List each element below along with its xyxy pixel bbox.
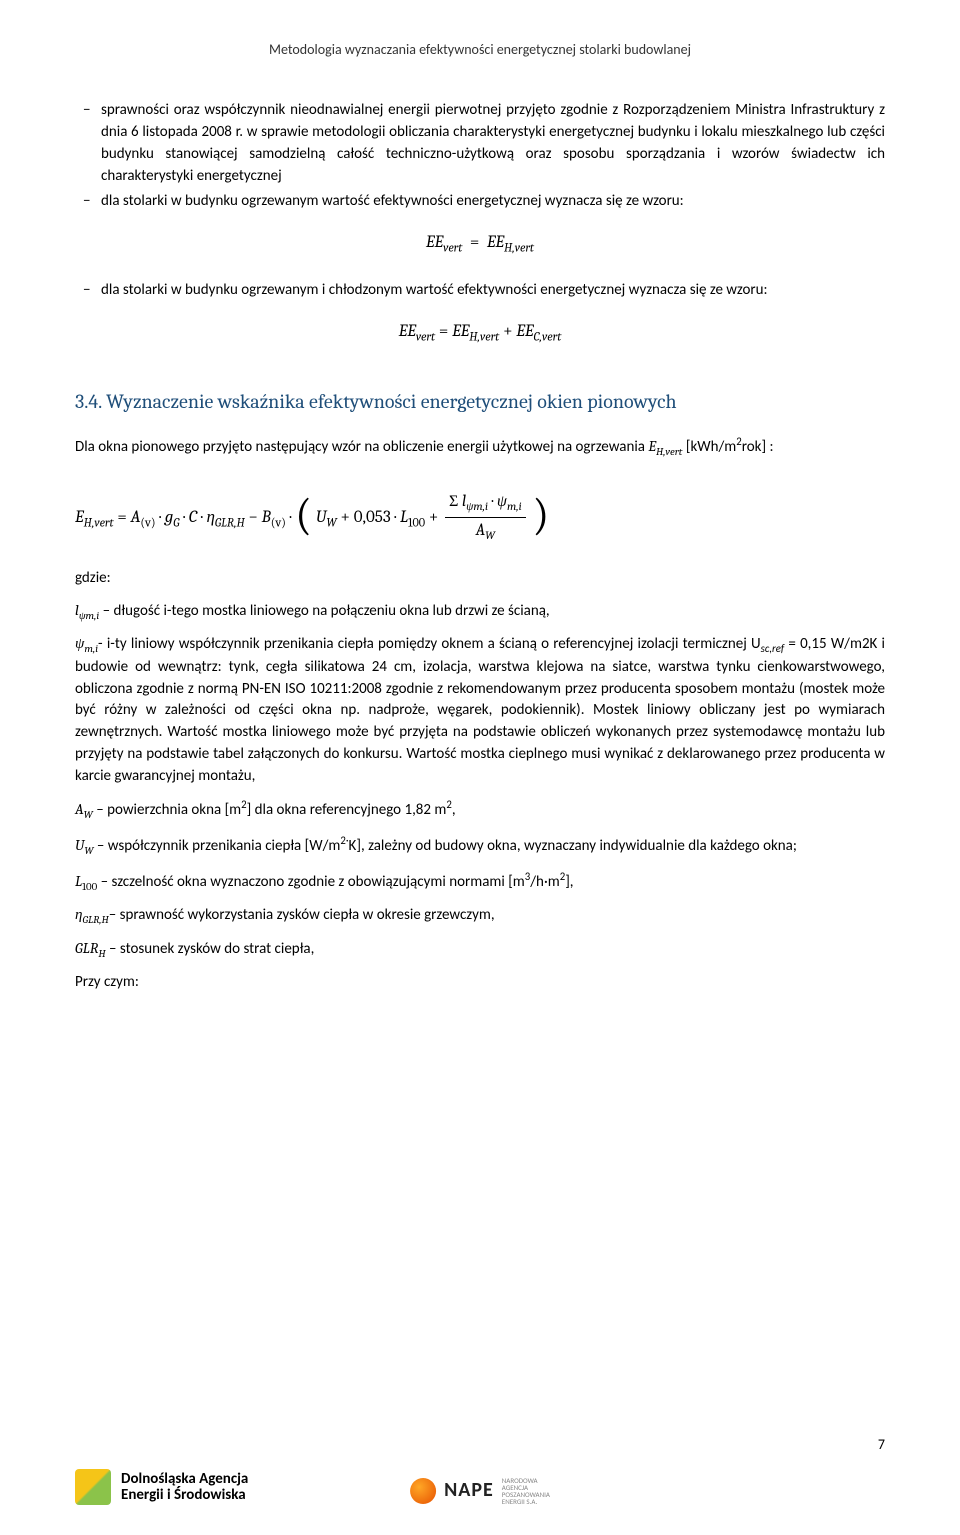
main-formula-ehvert: EH,vert = A(v) · gG · C · ηGLR,H − B(v) … xyxy=(75,486,885,550)
daes-line1: Dolnośląska Agencja xyxy=(121,1471,248,1488)
equals-sign: = xyxy=(439,322,452,341)
formula-eevhc: EEvert = EEH,vert + EEC,vert xyxy=(75,320,885,347)
bullet-text: dla stolarki w budynku ogrzewanym wartoś… xyxy=(101,191,885,213)
sym-Av: A(v) xyxy=(131,508,156,527)
sym-E: EH,vert xyxy=(75,508,114,527)
para-text: rok] : xyxy=(742,438,774,456)
nape-circle-icon xyxy=(410,1478,436,1504)
nape-text-block: NAPE xyxy=(444,1476,494,1505)
formula-term: EEH,vert xyxy=(452,322,499,341)
subscript: sc,ref xyxy=(761,642,785,655)
plus-op: + xyxy=(429,508,442,527)
para-text: Dla okna pionowego przyjęto następujący … xyxy=(75,438,648,456)
sym-eta: ηGLR,H xyxy=(206,508,244,527)
left-paren-icon: ( xyxy=(295,484,312,548)
def-text: – sprawność wykorzystania zysków ciepła … xyxy=(109,906,495,924)
przy-czym-label: Przy czym: xyxy=(75,972,885,994)
logo-nape: NAPE NARODOWA AGENCJA POSZANOWANIA ENERG… xyxy=(410,1476,550,1505)
def-text: = 0,15 W/m2K i budowie od wewnątrz: tynk… xyxy=(75,635,885,784)
def-text: - i-ty liniowy współczynnik przenikania … xyxy=(98,635,761,653)
formula-rhs: EEH,vert xyxy=(487,233,534,252)
bullet-dash-icon: − xyxy=(75,280,101,302)
def-text: ], xyxy=(565,873,573,891)
definition-uw: UW – współczynnik przenikania ciepła [W/… xyxy=(75,833,885,859)
formula-lhs: EEvert xyxy=(399,322,436,341)
sym-Uw: UW xyxy=(316,508,337,527)
fraction-numerator: Σ lψm,i · ψm,i xyxy=(445,490,526,518)
definition-aw: AW – powierzchnia okna [m2] dla okna ref… xyxy=(75,797,885,823)
bullet-item: − sprawności oraz współczynnik nieodnawi… xyxy=(75,100,885,187)
symbol-Uw: UW xyxy=(75,836,94,854)
plus-const: + 0,053 · xyxy=(341,508,400,527)
symbol-eta: ηGLR,H xyxy=(75,905,109,923)
para-text: [kWh/m xyxy=(682,438,736,456)
definition-eta: ηGLR,H– sprawność wykorzystania zysków c… xyxy=(75,904,885,928)
symbol-e-hvert: EH,vert xyxy=(648,437,682,455)
def-text: ] dla okna referencyjnego 1,82 m xyxy=(247,801,447,819)
daes-logo-text: Dolnośląska Agencja Energii i Środowiska xyxy=(121,1471,248,1504)
symbol-psi: ψm,i xyxy=(75,634,98,652)
bullet-dash-icon: − xyxy=(75,100,101,187)
definition-l-psi: lψm,i – długość i-tego mostka liniowego … xyxy=(75,600,885,624)
sym-Bv: B(v) xyxy=(262,508,286,527)
plus-sign: + xyxy=(503,322,516,341)
bullet-list: − dla stolarki w budynku ogrzewanym i ch… xyxy=(75,280,885,302)
daes-line2: Energii i Środowiska xyxy=(121,1487,248,1504)
superscript: 2· xyxy=(340,834,348,847)
def-text: K], zależny od budowy okna, wyznaczany i… xyxy=(349,837,797,855)
page-header-title: Metodologia wyznaczania efektywności ene… xyxy=(75,40,885,60)
logo-daes: Dolnośląska Agencja Energii i Środowiska xyxy=(75,1469,248,1505)
bullet-text: dla stolarki w budynku ogrzewanym i chło… xyxy=(101,280,885,302)
formula-lhs: EEvert xyxy=(426,233,463,252)
def-text: – długość i-tego mostka liniowego na poł… xyxy=(99,602,549,620)
sym-gG: gG xyxy=(165,508,180,527)
right-paren-icon: ) xyxy=(532,484,549,548)
formula-term: EEC,vert xyxy=(516,322,561,341)
equals-sign: = xyxy=(466,233,487,252)
where-label: gdzie: xyxy=(75,568,885,590)
definition-glr: GLRH – stosunek zysków do strat ciepła, xyxy=(75,938,885,962)
fraction: Σ lψm,i · ψm,i AW xyxy=(445,490,526,545)
def-text: – powierzchnia okna [m xyxy=(93,801,241,819)
page-number: 7 xyxy=(878,1435,885,1455)
formula-eevh: EEvert = EEH,vert xyxy=(75,231,885,258)
bullet-list: − sprawności oraz współczynnik nieodnawi… xyxy=(75,100,885,213)
sym-L100: L100 xyxy=(400,508,425,527)
bullet-item: − dla stolarki w budynku ogrzewanym i ch… xyxy=(75,280,885,302)
symbol-Aw: AW xyxy=(75,800,93,818)
symbol-glr: GLRH xyxy=(75,939,106,957)
sym-C: C xyxy=(189,508,197,527)
minus-op: − xyxy=(248,508,261,527)
nape-subtitle: NARODOWA AGENCJA POSZANOWANIA ENERGII S.… xyxy=(502,1477,550,1505)
symbol-L100: L100 xyxy=(75,872,97,890)
def-text: , xyxy=(452,801,456,819)
equals-sign: = xyxy=(117,508,130,527)
definition-psi: ψm,i- i-ty liniowy współczynnik przenika… xyxy=(75,633,885,787)
bullet-text: sprawności oraz współczynnik nieodnawial… xyxy=(101,100,885,187)
section-heading-3-4: 3.4. Wyznaczenie wskaźnika efektywności … xyxy=(75,387,885,416)
section-intro-paragraph: Dla okna pionowego przyjęto następujący … xyxy=(75,434,885,460)
nape-name: NAPE xyxy=(444,1476,494,1505)
def-text: – współczynnik przenikania ciepła [W/m xyxy=(94,837,341,855)
symbol-l: lψm,i xyxy=(75,601,99,619)
page-footer: Dolnośląska Agencja Energii i Środowiska… xyxy=(75,1469,885,1505)
bullet-dash-icon: − xyxy=(75,191,101,213)
daes-logo-icon xyxy=(75,1469,111,1505)
def-text: – stosunek zysków do strat ciepła, xyxy=(106,940,315,958)
def-text: – szczelność okna wyznaczono zgodnie z o… xyxy=(97,873,525,891)
definition-l100: L100 – szczelność okna wyznaczono zgodni… xyxy=(75,869,885,895)
fraction-denominator: AW xyxy=(445,518,526,545)
def-text: /h·m xyxy=(530,873,559,891)
bullet-item: − dla stolarki w budynku ogrzewanym wart… xyxy=(75,191,885,213)
